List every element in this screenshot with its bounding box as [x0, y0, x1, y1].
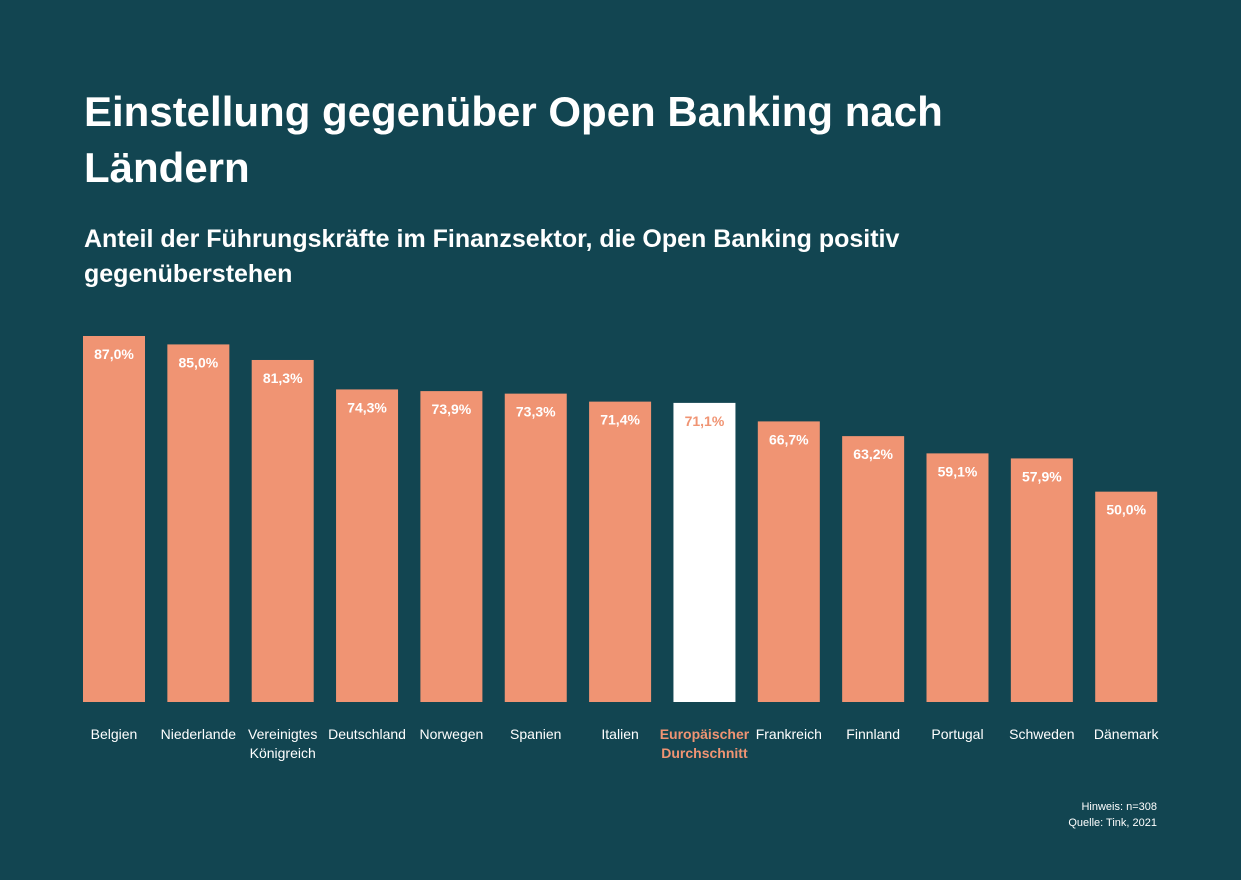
- bar-value-label: 63,2%: [853, 446, 893, 462]
- chart-notes: Hinweis: n=308 Quelle: Tink, 2021: [1068, 799, 1157, 831]
- category-label: Norwegen: [419, 726, 483, 742]
- category-label: Vereinigtes: [248, 726, 317, 742]
- category-label: Deutschland: [328, 726, 406, 742]
- bar-average: [673, 402, 736, 702]
- bar-value-label: 87,0%: [94, 346, 134, 362]
- bar: [757, 421, 820, 702]
- bar-value-label: 50,0%: [1106, 502, 1146, 518]
- bar-value-label: 66,7%: [769, 431, 809, 447]
- bar-value-label: 85,0%: [178, 354, 218, 370]
- bar: [83, 336, 145, 702]
- bar: [1010, 458, 1073, 702]
- chart-title: Einstellung gegenüber Open Banking nach …: [84, 88, 943, 191]
- sample-size-note: Hinweis: n=308: [1081, 801, 1157, 813]
- bar-value-label: 59,1%: [938, 463, 978, 479]
- bar: [504, 393, 567, 702]
- category-label: Frankreich: [756, 726, 822, 742]
- bar-value-label: 71,4%: [600, 412, 640, 428]
- category-label: Dänemark: [1094, 726, 1160, 742]
- bar: [251, 359, 314, 702]
- bar: [926, 453, 989, 702]
- bar-value-label: 73,9%: [432, 401, 472, 417]
- category-label: Portugal: [931, 726, 983, 742]
- bar: [589, 401, 652, 702]
- bar-value-label: 74,3%: [347, 399, 387, 415]
- category-label: Italien: [601, 726, 638, 742]
- bar: [420, 391, 483, 702]
- category-label: Europäischer: [660, 726, 750, 742]
- bar-value-label: 73,3%: [516, 404, 556, 420]
- bar: [842, 436, 905, 702]
- chart-subtitle: Anteil der Führungskräfte im Finanzsekto…: [84, 225, 900, 288]
- bar-value-label: 81,3%: [263, 370, 303, 386]
- category-label: Niederlande: [161, 726, 237, 742]
- category-label: Durchschnitt: [661, 745, 748, 761]
- category-label: Spanien: [510, 726, 561, 742]
- source-note: Quelle: Tink, 2021: [1068, 817, 1157, 829]
- category-label: Belgien: [91, 726, 138, 742]
- category-label: Finnland: [846, 726, 900, 742]
- bar-value-label: 71,1%: [685, 413, 725, 429]
- bar-value-label: 57,9%: [1022, 468, 1062, 484]
- bar: [336, 389, 399, 702]
- category-label: Königreich: [250, 745, 316, 761]
- bar: [167, 344, 230, 702]
- category-label: Schweden: [1009, 726, 1074, 742]
- bar: [1095, 491, 1158, 702]
